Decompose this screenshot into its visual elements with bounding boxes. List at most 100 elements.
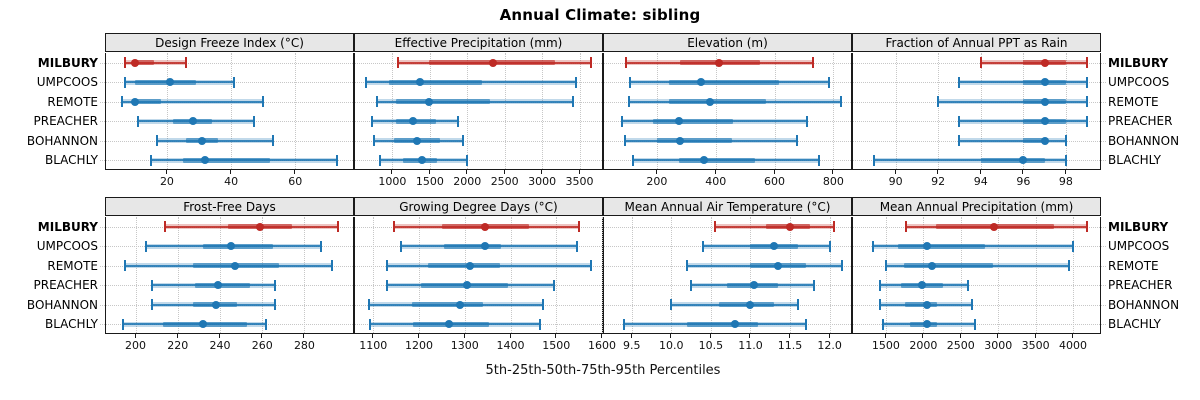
median-dot: [714, 58, 723, 67]
whisker-cap: [979, 57, 982, 69]
median-dot: [705, 97, 714, 106]
axis-tick: [828, 334, 830, 338]
panel-strip-frost-free-days: Frost-Free Days: [105, 197, 354, 216]
median-dot: [230, 261, 239, 270]
axis-tick: [884, 334, 886, 338]
whisker-cap: [252, 115, 255, 127]
axis-tick: [1064, 170, 1066, 174]
panel-design-freeze-index-c: [105, 53, 354, 170]
axis-tick: [509, 334, 511, 338]
row-guideline-stub: [100, 285, 105, 287]
whisker-cap: [461, 135, 464, 147]
iqr-band-25-75: [898, 243, 985, 249]
whisker-cap: [541, 299, 544, 311]
median-dot: [928, 261, 937, 270]
median-dot: [1040, 136, 1049, 145]
whisker-cap: [589, 260, 592, 272]
axis-tick: [789, 334, 791, 338]
station-label-milbury: MILBURY: [37, 219, 98, 234]
gridline: [464, 217, 466, 333]
median-dot: [750, 281, 759, 290]
station-label-umpcoos: UMPCOOS: [36, 75, 98, 90]
whisker-line: [959, 139, 1066, 142]
iqr-band-25-75: [678, 157, 756, 163]
gridline: [1023, 53, 1025, 169]
row-guideline: [853, 62, 1100, 64]
axis-tick-label: 600: [764, 175, 786, 188]
row-guideline-stub: [1101, 140, 1106, 142]
iqr-band-25-75: [668, 99, 766, 105]
whisker-cap: [796, 299, 799, 311]
whisker-cap: [262, 96, 265, 108]
median-dot: [466, 261, 475, 270]
median-dot: [211, 300, 220, 309]
axis-tick: [773, 170, 775, 174]
median-dot: [697, 78, 706, 87]
median-dot: [444, 320, 453, 329]
axis-tick-label: 10.5: [698, 339, 724, 352]
whisker-line: [959, 120, 1088, 123]
whisker-line: [122, 100, 264, 103]
median-dot: [416, 78, 425, 87]
axis-tick-label: 11.0: [738, 339, 763, 352]
iqr-band-25-75: [668, 79, 779, 85]
axis-tick-label: 12.0: [817, 339, 842, 352]
panel-strip-mean-annual-precipitation-mm: Mean Annual Precipitation (mm): [852, 197, 1101, 216]
gridline: [671, 217, 673, 333]
gridline: [135, 217, 137, 333]
gridline: [960, 217, 962, 333]
iqr-band-25-75: [687, 321, 759, 327]
whisker-cap: [1064, 135, 1067, 147]
whisker-cap: [873, 154, 876, 166]
station-label-umpcoos: UMPCOOS: [36, 239, 98, 254]
chart-title: Annual Climate: sibling: [499, 6, 701, 24]
axis-tick-label: 2000: [909, 339, 938, 352]
axis-tick: [165, 170, 167, 174]
whisker-cap: [574, 76, 577, 88]
axis-tick-label: 3000: [528, 175, 557, 188]
median-dot: [481, 242, 490, 251]
axis-tick-label: 10.0: [659, 339, 684, 352]
station-label-milbury: MILBURY: [1108, 55, 1169, 70]
whisker-cap: [872, 240, 875, 252]
whisker-cap: [881, 318, 884, 330]
axis-tick-label: 1500: [415, 175, 444, 188]
station-label-remote: REMOTE: [47, 94, 98, 109]
gridline: [304, 217, 306, 333]
median-dot: [922, 300, 931, 309]
whisker-cap: [622, 318, 625, 330]
axis-tick-label: 3500: [565, 175, 594, 188]
row-guideline-stub: [100, 304, 105, 306]
iqr-band-25-75: [903, 263, 994, 269]
whisker-cap: [466, 154, 469, 166]
whisker-cap: [840, 260, 843, 272]
panel-strip-fraction-of-annual-ppt-as-rain: Fraction of Annual PPT as Rain: [852, 33, 1101, 52]
station-label-preacher: PREACHER: [1108, 278, 1173, 293]
iqr-band-25-75: [904, 302, 938, 308]
row-guideline-stub: [1101, 62, 1106, 64]
whisker-cap: [335, 154, 338, 166]
panel-mean-annual-precipitation-mm: [852, 217, 1101, 334]
whisker-cap: [571, 96, 574, 108]
panel-frost-free-days: [105, 217, 354, 334]
median-dot: [130, 97, 139, 106]
whisker-cap: [457, 115, 460, 127]
median-dot: [425, 97, 434, 106]
whisker-cap: [1086, 76, 1089, 88]
whisker-cap: [905, 221, 908, 233]
gridline: [504, 53, 506, 169]
gridline: [542, 53, 544, 169]
gridline: [177, 217, 179, 333]
whisker-cap: [121, 318, 124, 330]
axis-tick: [418, 334, 420, 338]
gridline: [262, 217, 264, 333]
whisker-cap: [832, 221, 835, 233]
panel-effective-precipitation-mm: [354, 53, 603, 170]
gridline: [419, 217, 421, 333]
row-guideline-stub: [1101, 121, 1106, 123]
whisker-cap: [804, 318, 807, 330]
axis-tick: [1072, 334, 1074, 338]
row-guideline-stub: [1101, 101, 1106, 103]
row-guideline: [853, 324, 1100, 326]
axis-tick: [832, 170, 834, 174]
